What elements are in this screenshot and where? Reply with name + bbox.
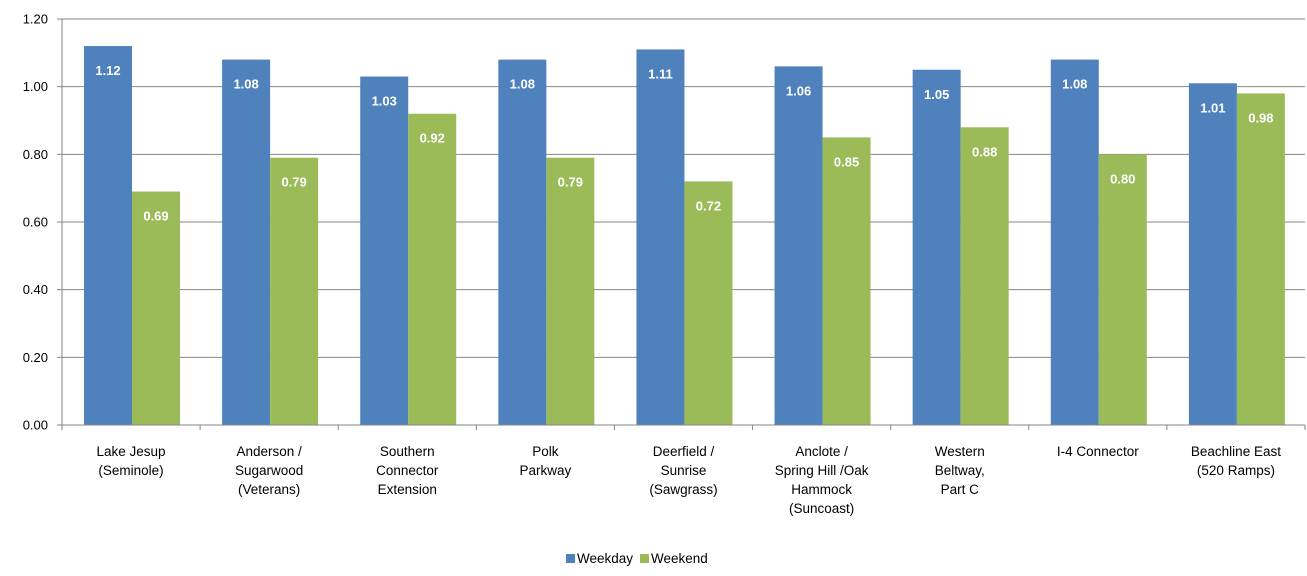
data-label: 1.11	[648, 66, 673, 81]
legend: Weekday Weekend	[566, 551, 708, 566]
data-labels: 1.12 0.69 1.08 0.79 1.03 0.92 1.08 0.79 1.11 0.72…	[95, 63, 1273, 223]
bar-weekend	[408, 113, 457, 425]
data-label: 1.12	[95, 63, 120, 78]
bar-weekend	[960, 127, 1009, 426]
category-label: Polk	[532, 444, 559, 459]
data-label: 0.98	[1248, 110, 1273, 125]
data-label: 0.85	[834, 154, 859, 169]
category-label: (520 Ramps)	[1197, 463, 1275, 478]
bar-weekday	[360, 76, 409, 426]
category-label: Spring Hill /Oak	[775, 463, 869, 478]
data-label: 0.88	[972, 144, 997, 159]
category-label: Connector	[376, 463, 439, 478]
bar-weekday	[222, 59, 271, 425]
category-label: Southern	[380, 444, 435, 459]
legend-label: Weekday	[577, 551, 633, 566]
data-label: 1.06	[786, 83, 811, 98]
legend-label: Weekend	[651, 551, 708, 566]
bar-weekend	[132, 191, 180, 425]
category-label: Sunrise	[661, 463, 707, 478]
bar-weekend	[822, 137, 871, 425]
data-label: 0.79	[558, 175, 583, 190]
category-label: Anclote /	[795, 444, 848, 459]
category-label: Beltway,	[935, 463, 985, 478]
category-label: (Sawgrass)	[649, 482, 717, 497]
bar-weekday	[1050, 59, 1099, 425]
y-tick-label: 1.00	[23, 79, 48, 94]
data-label: 0.80	[1110, 171, 1135, 186]
data-label: 1.03	[372, 94, 397, 109]
data-label: 1.08	[1062, 77, 1087, 92]
y-tick-label: 1.20	[23, 12, 48, 27]
category-label: Western	[935, 444, 985, 459]
data-label: 0.72	[696, 198, 721, 213]
bar-weekend	[270, 157, 319, 425]
bar-weekday	[912, 69, 961, 425]
bar-weekday	[498, 59, 547, 425]
category-label: Anderson /	[237, 444, 303, 459]
category-label: Hammock	[791, 482, 852, 497]
category-label: Deerfield /	[653, 444, 715, 459]
bar-weekday	[636, 49, 685, 425]
legend-swatch-weekday	[566, 554, 575, 563]
category-label: (Veterans)	[238, 482, 300, 497]
data-label: 1.08	[510, 77, 535, 92]
y-tick-label: 0.20	[23, 350, 48, 365]
bar-weekend	[546, 157, 595, 425]
data-label: 1.05	[924, 87, 949, 102]
bar-weekend	[1236, 93, 1285, 425]
bar-weekday	[774, 66, 823, 425]
category-label: Parkway	[520, 463, 572, 478]
category-label: I-4 Connector	[1057, 444, 1139, 459]
y-tick-label: 0.60	[23, 215, 48, 230]
data-label: 1.08	[233, 77, 258, 92]
bar-weekend	[684, 181, 733, 425]
category-label: (Suncoast)	[789, 501, 854, 516]
category-label: Extension	[378, 482, 437, 497]
category-label: (Seminole)	[98, 463, 163, 478]
bars	[84, 46, 1285, 426]
data-label: 0.79	[281, 175, 306, 190]
y-tick-label: 0.40	[23, 282, 48, 297]
bar-weekday	[1188, 83, 1237, 426]
category-label: Sugarwood	[235, 463, 303, 478]
y-tick-label: 0.80	[23, 147, 48, 162]
category-label: Beachline East	[1191, 444, 1281, 459]
data-label: 0.69	[143, 209, 168, 224]
category-label: Part C	[941, 482, 980, 497]
data-label: 0.92	[420, 131, 445, 146]
data-label: 1.01	[1200, 100, 1225, 115]
y-tick-label: 0.00	[23, 418, 48, 433]
bar-weekday	[84, 46, 132, 426]
axes: 0.00 0.20 0.40 0.60 0.80 1.00 1.20 Lake Jesup (S…	[23, 12, 1306, 516]
bar-weekend	[1098, 154, 1147, 426]
legend-swatch-weekend	[640, 554, 649, 563]
category-label: Lake Jesup	[97, 444, 166, 459]
